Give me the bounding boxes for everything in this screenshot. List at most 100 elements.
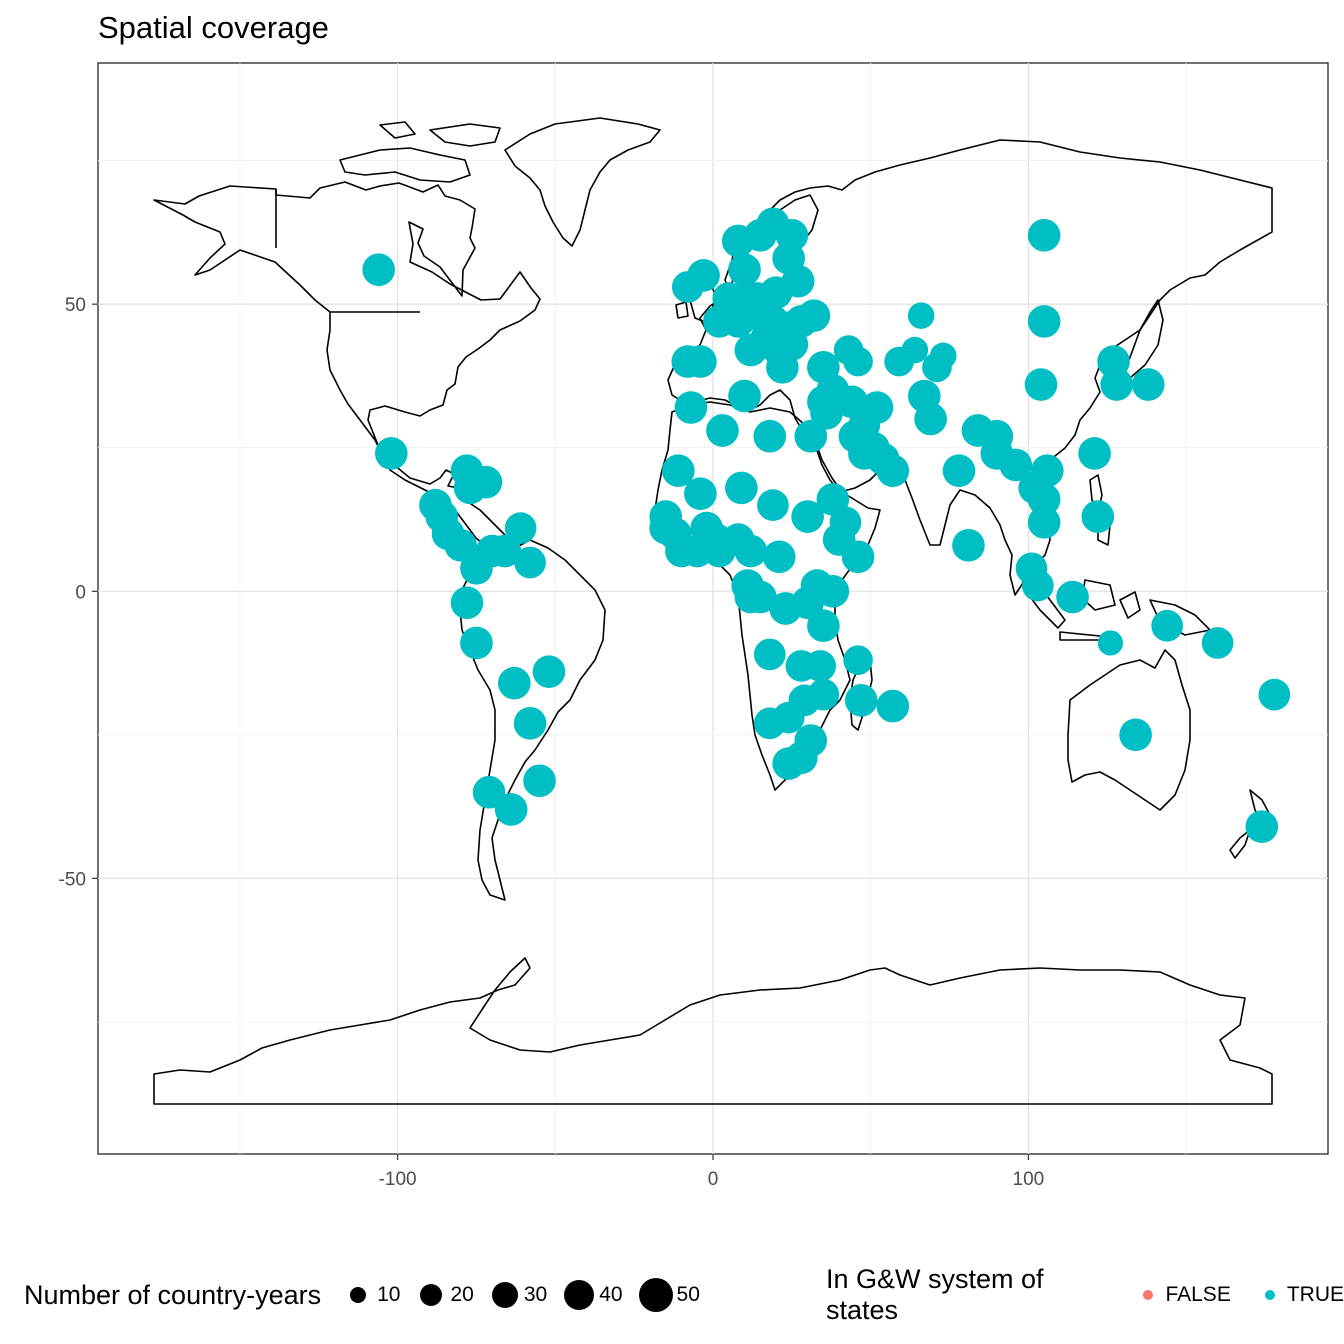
data-point: [469, 465, 503, 499]
data-point: [472, 775, 506, 809]
size-legend-title: Number of country-years: [24, 1279, 322, 1310]
size-key-40-icon: [564, 1280, 595, 1310]
data-point: [1078, 437, 1111, 470]
data-point: [532, 655, 566, 688]
color-key-true-icon: [1264, 1290, 1275, 1300]
data-point: [829, 506, 862, 539]
data-point: [794, 419, 828, 453]
data-point: [725, 471, 758, 505]
data-point: [1024, 368, 1058, 401]
data-point: [816, 373, 850, 407]
data-point: [1245, 810, 1279, 844]
y-tick-label: -50: [59, 869, 86, 890]
data-point: [1258, 678, 1291, 711]
axes: -100 0 100 50 0 -50: [59, 295, 1045, 1190]
color-legend: In G&W system of states FALSE TRUE: [826, 1264, 1344, 1325]
data-point: [844, 684, 878, 717]
data-point: [901, 336, 929, 364]
data-point: [1027, 218, 1061, 252]
data-point: [999, 448, 1033, 482]
data-point: [791, 500, 824, 533]
data-point: [523, 764, 556, 798]
size-legend: Number of country-years 10 20 30 40 50: [24, 1275, 700, 1315]
x-tick-label: -100: [379, 1169, 417, 1190]
data-point: [684, 477, 717, 510]
chart-title: Spatial coverage: [98, 10, 329, 45]
size-key-50-icon: [638, 1278, 673, 1312]
size-key-50-label: 50: [676, 1283, 700, 1306]
data-point: [743, 580, 777, 614]
data-point: [757, 489, 789, 521]
data-point: [929, 342, 957, 370]
data-point: [728, 379, 761, 413]
data-point: [444, 529, 478, 562]
grid-lines: [98, 63, 1328, 1154]
data-point: [843, 645, 873, 675]
size-key-40-dot: [564, 1280, 595, 1310]
arctic-islands-outline: [339, 121, 501, 183]
australia-outline: [1067, 649, 1191, 811]
size-key-50-dot: [638, 1278, 673, 1312]
data-point: [762, 540, 796, 574]
data-point: [1027, 483, 1061, 516]
data-point: [1097, 630, 1123, 656]
data-point: [914, 402, 947, 436]
data-point: [841, 540, 875, 574]
data-point: [1027, 506, 1061, 539]
data-point: [674, 391, 708, 424]
data-point: [1201, 627, 1234, 659]
data-point: [784, 741, 818, 775]
color-legend-keys: FALSE TRUE: [1137, 1275, 1344, 1315]
data-point: [1027, 305, 1061, 338]
data-point: [952, 529, 985, 562]
color-key-false-dot: [1143, 1290, 1154, 1300]
data-point: [1119, 718, 1152, 752]
size-key-20-label: 20: [450, 1283, 474, 1306]
data-point: [1081, 500, 1115, 533]
data-point: [513, 707, 547, 740]
size-key-10-dot: [350, 1287, 367, 1303]
data-point: [362, 253, 396, 287]
size-key-10-label: 10: [377, 1283, 401, 1306]
data-point: [804, 650, 837, 682]
size-key-20-dot: [420, 1284, 443, 1306]
color-legend-title: In G&W system of states: [826, 1264, 1044, 1325]
data-point: [687, 259, 720, 292]
data-point: [488, 534, 522, 568]
data-point: [876, 689, 910, 723]
data-point: [460, 626, 493, 660]
data-point: [734, 534, 768, 568]
data-point: [504, 512, 537, 544]
y-tick-label: 50: [65, 295, 86, 316]
data-point: [843, 346, 873, 377]
color-key-false-icon: [1143, 1290, 1154, 1300]
size-key-30-dot: [491, 1282, 518, 1308]
color-key-false-label: FALSE: [1165, 1283, 1231, 1306]
size-key-30-label: 30: [523, 1283, 548, 1306]
north-america-outline: [153, 181, 541, 561]
data-point: [1022, 569, 1054, 602]
color-key-true-dot: [1264, 1290, 1275, 1300]
size-key-20-icon: [420, 1284, 443, 1306]
data-point: [728, 253, 761, 287]
data-point: [753, 638, 786, 671]
data-point: [942, 454, 976, 488]
size-key-10-icon: [350, 1287, 367, 1303]
y-tick-label: 0: [75, 582, 86, 603]
data-point: [775, 328, 809, 361]
data-point: [848, 437, 881, 470]
data-point: [450, 586, 484, 620]
data-point: [734, 333, 768, 367]
data-point: [706, 414, 739, 447]
data-point: [1030, 454, 1064, 488]
data-point: [1100, 368, 1134, 401]
data-point: [1131, 368, 1165, 401]
data-point: [494, 793, 528, 826]
data-point: [876, 454, 910, 488]
data-point: [1151, 609, 1183, 642]
size-legend-keys: 10 20 30 40 50: [341, 1275, 700, 1315]
data-point: [807, 678, 840, 711]
data-point: [807, 609, 840, 643]
data-point: [797, 299, 831, 332]
